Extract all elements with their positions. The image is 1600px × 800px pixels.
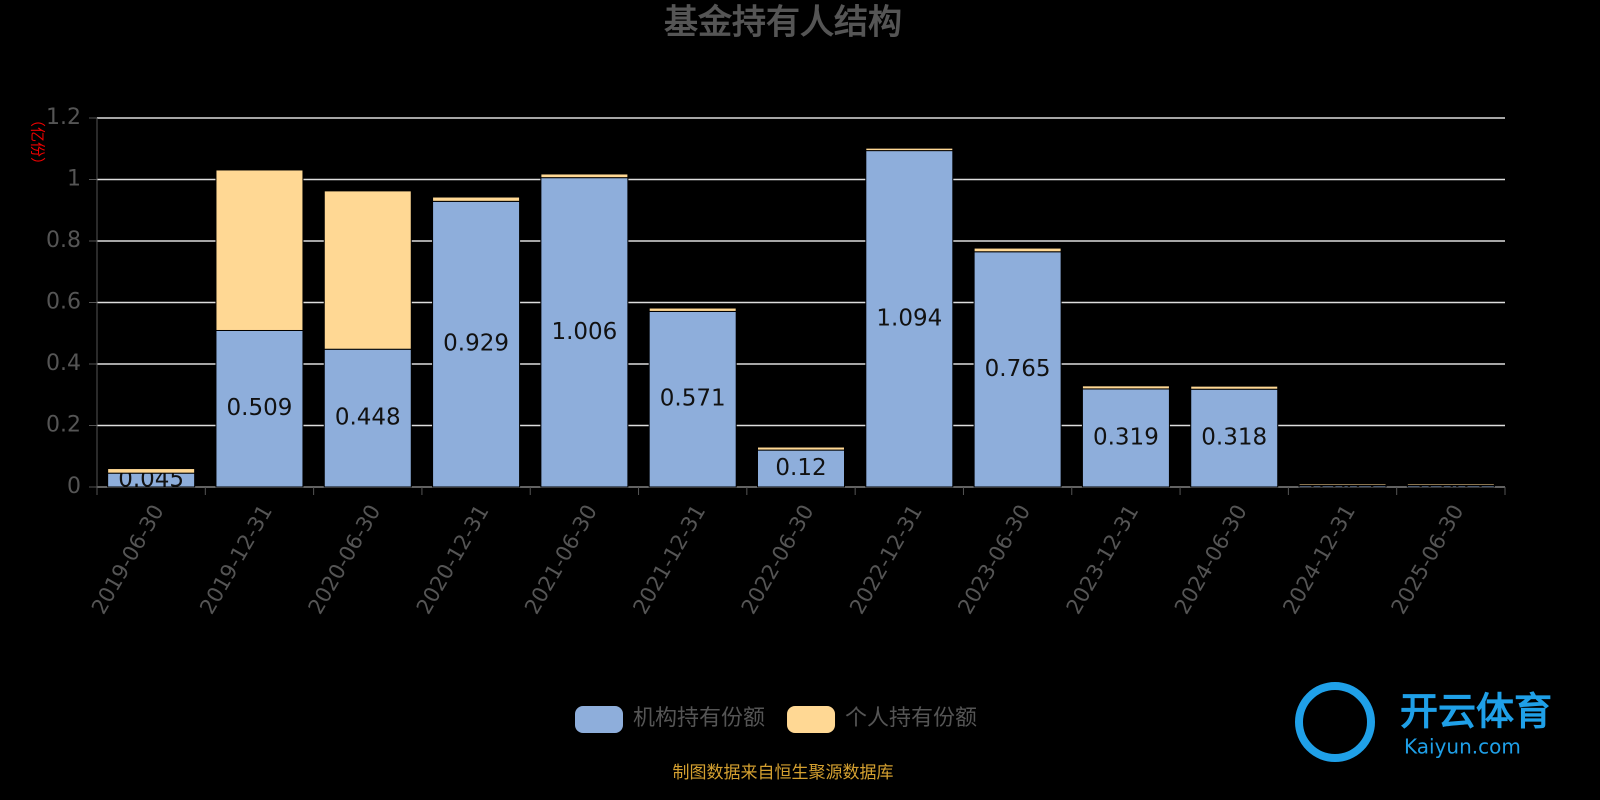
x-tick-label: 2024-12-31 <box>1278 501 1360 619</box>
data-label: 0.12 <box>775 455 826 481</box>
x-tick-label: 2021-06-30 <box>520 501 602 619</box>
data-label: 0.765 <box>985 356 1051 382</box>
bar <box>1081 385 1170 390</box>
bar <box>865 150 954 488</box>
legend-swatch <box>787 706 836 733</box>
y-axis-label: （亿份） <box>29 112 47 172</box>
x-tick-label: 2025-06-30 <box>1387 501 1469 619</box>
bar <box>1406 483 1495 486</box>
x-tick-label: 2020-06-30 <box>303 501 385 619</box>
legend-label: 机构持有份额 <box>633 706 765 731</box>
data-label: 0.318 <box>1201 425 1267 451</box>
bar <box>215 169 304 331</box>
bar <box>648 307 737 312</box>
data-label: 1.006 <box>551 319 617 345</box>
data-label: 0.929 <box>443 331 509 357</box>
x-tick-label: 2023-06-30 <box>953 501 1035 619</box>
data-label: 0.005 <box>1418 473 1484 499</box>
watermark-url: Kaiyun.com <box>1404 735 1521 759</box>
legend-swatch <box>575 706 623 733</box>
bar <box>1190 385 1279 390</box>
y-tick-label: 1 <box>67 167 81 192</box>
x-tick-label: 2020-12-31 <box>412 501 494 619</box>
data-label: 1.094 <box>876 305 942 331</box>
bar <box>757 446 845 451</box>
bar <box>323 190 412 350</box>
watermark-name: 开云体育 <box>1400 690 1552 734</box>
data-label: 0.571 <box>660 386 726 412</box>
data-label: 0.005 <box>1310 473 1376 499</box>
y-tick-label: 0.2 <box>46 413 81 438</box>
y-tick-label: 0.4 <box>46 351 81 376</box>
data-label: 0.319 <box>1093 424 1159 450</box>
x-tick-label: 2021-12-31 <box>628 501 710 619</box>
bar <box>432 196 521 202</box>
bar <box>215 329 304 488</box>
chart-title: 基金持有人结构 <box>664 3 902 43</box>
logo-ring <box>1295 682 1375 762</box>
x-tick-label: 2023-12-31 <box>1062 501 1144 619</box>
bar <box>323 348 412 488</box>
legend-label: 个人持有份额 <box>845 706 977 731</box>
y-tick-label: 0 <box>67 474 81 499</box>
bar <box>107 468 196 474</box>
bar <box>432 200 521 488</box>
bar <box>865 147 954 152</box>
data-label: 0.448 <box>335 405 401 431</box>
y-tick-label: 0.6 <box>46 290 81 315</box>
bar <box>973 251 1062 488</box>
y-tick-label: 0.8 <box>46 228 81 253</box>
x-tick-label: 2024-06-30 <box>1170 501 1252 619</box>
data-label: 0.045 <box>118 467 184 493</box>
x-tick-label: 2022-06-30 <box>737 501 819 619</box>
bar <box>1298 483 1387 486</box>
data-label: 0.509 <box>227 395 293 421</box>
bar <box>973 247 1062 253</box>
bar <box>1190 388 1279 488</box>
y-tick-label: 1.2 <box>46 105 81 130</box>
watermark: 开云体育 Kaiyun.com <box>1295 682 1552 762</box>
bar <box>1081 388 1170 488</box>
x-tick-label: 2019-12-31 <box>195 501 277 619</box>
x-tick-label: 2022-12-31 <box>845 501 927 619</box>
bar <box>540 177 629 488</box>
bar <box>540 173 629 179</box>
x-tick-label: 2019-06-30 <box>87 501 169 619</box>
source-note: 制图数据来自恒生聚源数据库 <box>673 763 894 783</box>
bar <box>648 310 737 488</box>
